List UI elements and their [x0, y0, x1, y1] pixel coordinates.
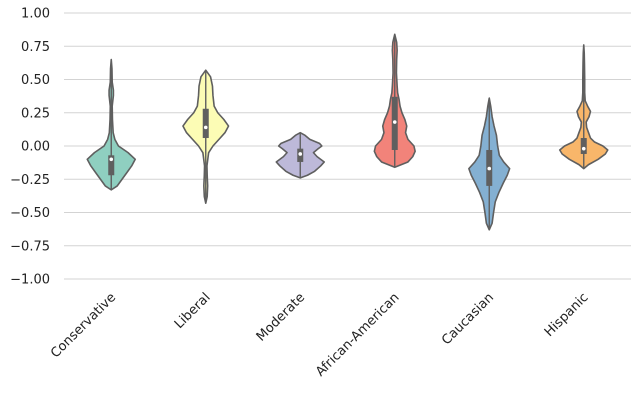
- violin-african-american: [373, 33, 416, 169]
- y-tick-label: 0.00: [21, 140, 50, 155]
- y-tick-label: −0.25: [10, 173, 50, 188]
- y-tick-label: −0.75: [10, 239, 50, 254]
- x-tick-label: Moderate: [254, 290, 308, 344]
- violin-moderate: [275, 131, 326, 179]
- violin-iqr-box: [580, 138, 587, 154]
- x-tick-label: Liberal: [172, 290, 214, 332]
- violin-median-dot: [581, 146, 586, 151]
- x-tick-label: Hispanic: [542, 290, 592, 340]
- gridlines: [64, 12, 631, 280]
- y-tick-label: −1.00: [10, 273, 50, 288]
- violin-median-dot: [298, 152, 303, 156]
- y-axis-tick-labels: 1.00 0.75 0.50 0.25 0.00 −0.25 −0.50 −0.75 −1.00: [10, 7, 50, 288]
- y-tick-label: 0.25: [21, 106, 50, 121]
- x-axis-tick-labels: Conservative Liberal Moderate African-Ameri…: [48, 290, 592, 380]
- y-tick-label: −0.50: [10, 206, 50, 221]
- violin-liberal: [182, 69, 230, 204]
- x-tick-label: African-American: [313, 290, 403, 380]
- violin-iqr-box: [202, 108, 209, 139]
- violin-iqr-box: [108, 155, 115, 176]
- violin-median-dot: [487, 166, 492, 171]
- y-tick-label: 0.50: [21, 73, 50, 88]
- violin-conservative: [86, 58, 137, 191]
- violins: [86, 33, 609, 231]
- y-tick-label: 0.75: [21, 40, 50, 55]
- violin-hispanic: [558, 44, 609, 170]
- x-tick-label: Caucasian: [439, 290, 497, 348]
- violin-median-dot: [203, 125, 208, 130]
- x-tick-label: Conservative: [48, 290, 119, 361]
- violin-median-dot: [392, 120, 397, 124]
- violin-median-dot: [109, 157, 114, 162]
- violin-caucasian: [468, 97, 511, 231]
- y-tick-label: 1.00: [21, 7, 50, 22]
